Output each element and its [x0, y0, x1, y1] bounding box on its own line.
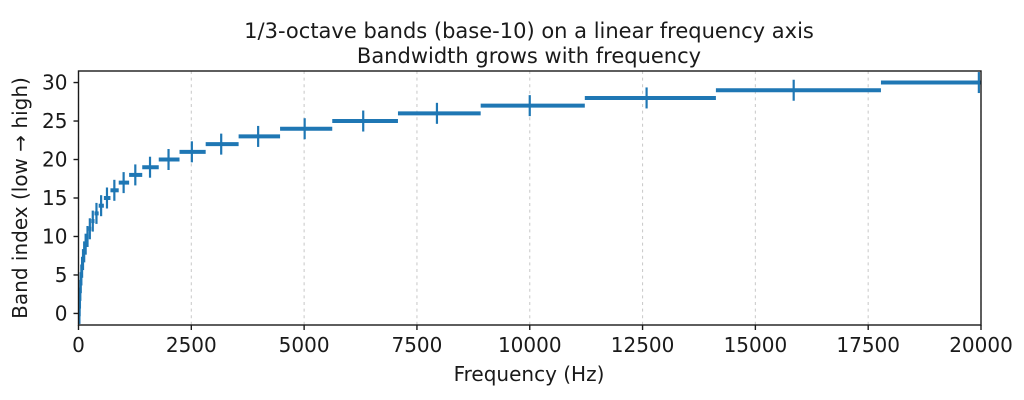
x-axis-label: Frequency (Hz) — [454, 362, 605, 386]
x-tick-label: 2500 — [166, 333, 217, 357]
chart-title-line1: 1/3-octave bands (base-10) on a linear f… — [244, 19, 814, 43]
y-tick-label: 25 — [42, 109, 67, 133]
y-tick-label: 15 — [42, 186, 67, 210]
chart-title-line2: Bandwidth grows with frequency — [357, 44, 701, 68]
axis-tick-labels: 0 2500 5000 7500 10000 12500 15000 17500 20000 0 5… — [42, 71, 1013, 357]
y-tick-label: 20 — [42, 148, 67, 172]
y-axis-label: Band index (low → high) — [8, 77, 32, 319]
y-tick-label: 5 — [55, 263, 68, 287]
x-tick-label: 5000 — [279, 333, 330, 357]
x-tick-label: 7500 — [391, 333, 442, 357]
y-tick-label: 10 — [42, 224, 67, 248]
y-tick-label: 0 — [55, 301, 68, 325]
x-tick-label: 20000 — [949, 333, 1013, 357]
x-tick-label: 0 — [72, 333, 85, 357]
y-tick-label: 30 — [42, 71, 67, 95]
x-tick-label: 10000 — [498, 333, 562, 357]
x-tick-label: 15000 — [724, 333, 788, 357]
x-tick-label: 17500 — [836, 333, 900, 357]
band-series — [78, 72, 981, 324]
axis-ticks — [73, 81, 982, 330]
x-tick-label: 12500 — [611, 333, 675, 357]
